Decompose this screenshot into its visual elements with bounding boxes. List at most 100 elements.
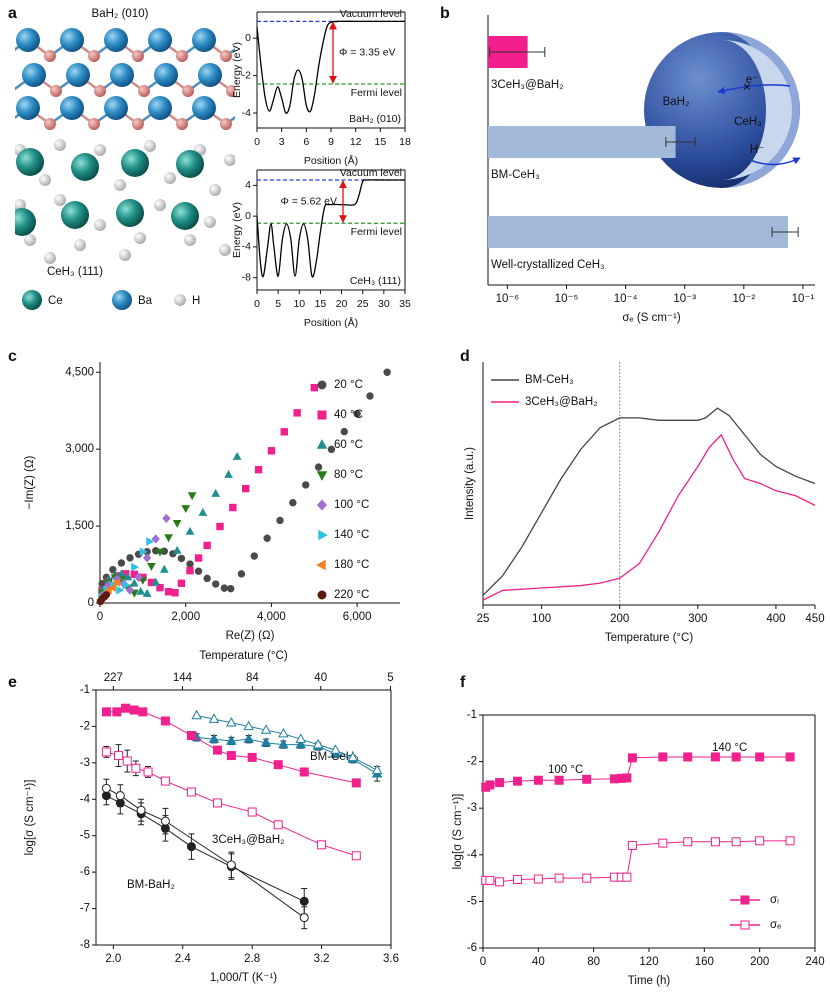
y-tick-label: -2 (80, 720, 90, 732)
marker (146, 537, 155, 546)
marker (495, 877, 505, 887)
data-line (256, 20, 405, 114)
marker (147, 563, 156, 571)
atom (44, 252, 56, 264)
legend-label: Ba (138, 295, 153, 307)
structure-top-label: BaH₂ (010) (92, 8, 149, 20)
x-tick-label: 0 (480, 956, 486, 968)
panel-label: c (8, 348, 17, 365)
atom (264, 50, 276, 62)
marker (312, 738, 324, 749)
atom (121, 149, 149, 177)
marker (142, 553, 152, 563)
atom (192, 96, 216, 120)
x-tick-label: 15 (374, 136, 386, 148)
atom (104, 28, 128, 52)
atom (148, 28, 172, 52)
marker (203, 541, 211, 550)
marker (250, 552, 258, 560)
level-label: Vacuum level (340, 167, 402, 179)
atom (176, 150, 204, 178)
error-bar (489, 47, 546, 57)
x-tick-label: 6 (303, 136, 309, 148)
atom (154, 199, 166, 211)
x-tick-label: 18 (399, 136, 411, 148)
marker (186, 731, 196, 741)
marker (115, 791, 125, 801)
atom (176, 118, 188, 130)
marker (295, 738, 307, 749)
legend-label: 180 °C (334, 559, 369, 571)
x-tick-label: 10 (293, 298, 305, 310)
marker (212, 745, 222, 755)
x2-tick-label: 84 (246, 672, 259, 684)
marker (627, 840, 637, 850)
marker (229, 503, 237, 512)
y-tick-label: -7 (80, 903, 90, 915)
block-mark: × (743, 79, 751, 95)
atom (44, 50, 56, 62)
marker (142, 588, 152, 597)
x-tick-label: 2.4 (175, 953, 192, 965)
x2-tick-label: 144 (173, 672, 193, 684)
x-axis-label: 1,000/T (K⁻¹) (210, 972, 277, 984)
x-axis-label: σₑ (S cm⁻¹) (622, 312, 680, 324)
marker (731, 837, 741, 847)
x-tick-label: 20 (336, 298, 348, 310)
atom (132, 118, 144, 130)
atom (198, 63, 222, 87)
x-tick-label: 10⁻² (732, 293, 755, 305)
chart: 2.0 2.4 2.8 3.2 3.6 -8 -7 -6 -5 -4 -3 -2 -1 227 144 84 4… (24, 650, 399, 984)
marker (160, 716, 170, 726)
marker (755, 752, 765, 762)
y-tick-label: 4,500 (65, 366, 94, 378)
marker (485, 780, 495, 790)
sphere-cut (722, 32, 800, 188)
marker (122, 756, 132, 766)
x-tick-label: 10⁻⁶ (496, 293, 520, 305)
inset-label: e⁻ (746, 74, 758, 86)
marker (554, 873, 564, 883)
marker (212, 580, 220, 588)
marker (151, 577, 161, 586)
inset-label: CeH₃ (734, 116, 762, 128)
y-axis-label: log[σ (S cm⁻¹)] (452, 794, 464, 870)
x2-tick-label: 5 (387, 672, 393, 684)
marker (383, 368, 391, 376)
marker (347, 751, 359, 762)
y-tick-label: -6 (80, 866, 90, 878)
marker (220, 584, 228, 592)
marker (276, 516, 284, 525)
marker (121, 703, 130, 713)
panel-label: f (460, 674, 466, 691)
marker (212, 798, 222, 808)
legend-label: 80 °C (334, 469, 363, 481)
atom (154, 63, 178, 87)
marker (177, 554, 186, 563)
marker (227, 584, 235, 593)
atom (224, 154, 235, 166)
y-tick-label: -4 (242, 241, 251, 253)
marker (101, 783, 111, 793)
legend-label: 100 °C (334, 499, 369, 511)
marker (366, 392, 374, 400)
atom (74, 239, 86, 251)
x-tick-label: 100 (532, 613, 551, 625)
marker (683, 837, 693, 847)
x-tick-label: 240 (805, 956, 824, 968)
panel-label: a (8, 5, 17, 22)
atom (134, 232, 146, 244)
y-tick-label: 0 (88, 597, 94, 609)
y-tick-label: -2 (242, 69, 251, 81)
marker (226, 751, 236, 761)
x-tick-label: 3.6 (383, 953, 399, 965)
marker (162, 513, 171, 523)
atom (15, 208, 36, 236)
electron-arrow (717, 84, 791, 95)
marker (533, 874, 543, 884)
y-tick-label: -3 (80, 757, 90, 769)
category-label: BM-CeH₃ (491, 169, 540, 181)
marker (159, 564, 169, 573)
plot-label: CeH₃ (111) (350, 275, 401, 287)
